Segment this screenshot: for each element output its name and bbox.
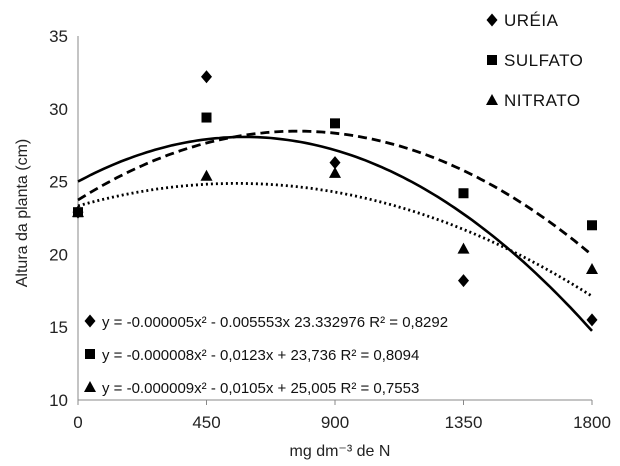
axes: 10 15 20 25 30 35 0 450 900 1350 1800 (49, 27, 611, 432)
fit-curve-square (77, 129, 593, 257)
equation-marker-diamond (84, 314, 96, 328)
data-point-diamond (586, 313, 598, 327)
legend-marker-triangle (486, 94, 498, 105)
y-axis-title: Altura da planta (cm) (14, 139, 31, 288)
legend-marker-square (487, 55, 497, 65)
data-point-square (201, 112, 212, 123)
fit-curve-triangle (77, 182, 593, 298)
x-tick-label: 450 (192, 413, 220, 432)
equation-label: y = -0.000005x² - 0.005553x 23.332976 R²… (102, 314, 448, 331)
data-point-triangle (329, 166, 341, 178)
fit-curves (77, 129, 593, 332)
equation-marker-triangle (84, 381, 96, 392)
legend-marker-diamond (486, 13, 498, 27)
y-tick-label: 20 (49, 245, 68, 264)
legend-label: SULFATO (504, 51, 583, 70)
data-point-triangle (72, 206, 84, 218)
data-point-square (330, 118, 340, 129)
y-tick-label: 30 (49, 100, 68, 119)
equation-label: y = -0.000008x² - 0,0123x + 23,736 R² = … (102, 347, 419, 364)
x-tick-label: 1800 (573, 413, 611, 432)
equation-label: y = -0.000009x² - 0,0105x + 25,005 R² = … (102, 380, 419, 397)
data-point-square (458, 188, 469, 199)
x-tick-label: 0 (73, 413, 82, 432)
data-point-triangle (586, 262, 598, 274)
y-tick-label: 10 (49, 391, 68, 410)
x-tick-label: 900 (321, 413, 349, 432)
data-point-diamond (329, 156, 341, 170)
y-tick-label: 15 (49, 318, 68, 337)
equation-marker-square (85, 349, 95, 359)
y-tick-label: 25 (49, 173, 68, 192)
legend-label: URÉIA (504, 11, 559, 30)
fit-curve-diamond (77, 135, 593, 332)
x-axis-title: mg dm⁻³ de N (290, 443, 391, 460)
legend: URÉIA SULFATO NITRATO (486, 11, 583, 110)
data-points (72, 70, 598, 327)
data-point-diamond (201, 70, 212, 84)
data-point-square (587, 220, 597, 231)
data-point-triangle (200, 169, 213, 181)
data-point-diamond (458, 274, 469, 288)
data-point-triangle (457, 242, 470, 254)
x-tick-label: 1350 (445, 413, 483, 432)
legend-label: NITRATO (504, 91, 581, 110)
y-tick-label: 35 (49, 27, 68, 46)
equations: y = -0.000005x² - 0.005553x 23.332976 R²… (84, 314, 448, 397)
